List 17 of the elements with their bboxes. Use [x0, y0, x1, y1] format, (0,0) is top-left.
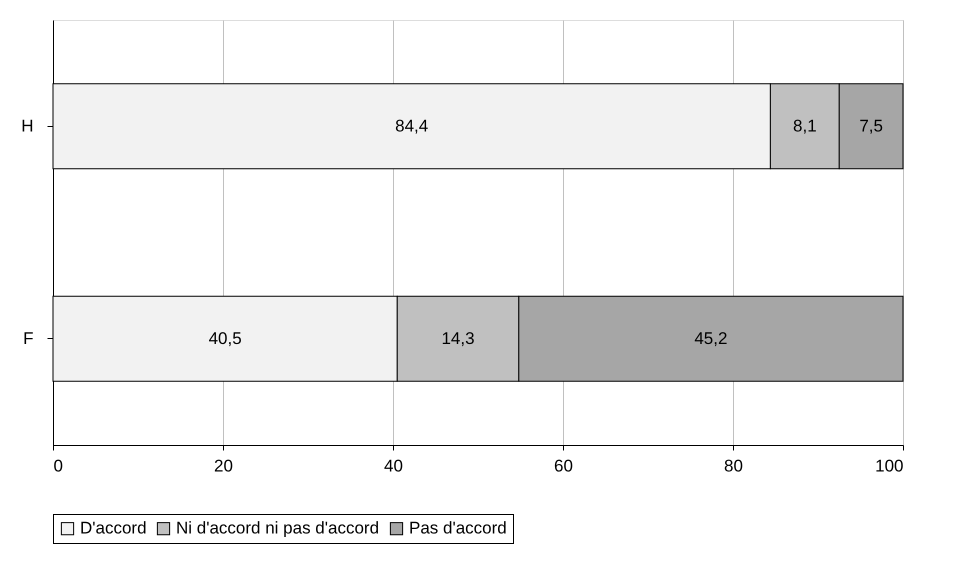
data-label: 7,5 [859, 116, 883, 136]
x-tick-label: 100 [875, 456, 904, 476]
legend-label: Ni d'accord ni pas d'accord [176, 518, 380, 538]
legend-label: Pas d'accord [409, 518, 507, 538]
x-tick-label: 40 [384, 456, 403, 476]
x-tick-label: 60 [554, 456, 573, 476]
legend-label: D'accord [80, 518, 147, 538]
y-tick-label: F [23, 328, 34, 348]
data-label: 45,2 [694, 328, 728, 348]
x-tick-label: 0 [54, 456, 63, 476]
x-tick-label: 80 [724, 456, 743, 476]
data-label: 14,3 [441, 328, 475, 348]
data-label: 8,1 [793, 116, 817, 136]
y-tick-label: H [21, 116, 34, 136]
x-tick-label: 20 [214, 456, 233, 476]
data-label: 40,5 [208, 328, 242, 348]
data-label: 84,4 [395, 116, 428, 136]
